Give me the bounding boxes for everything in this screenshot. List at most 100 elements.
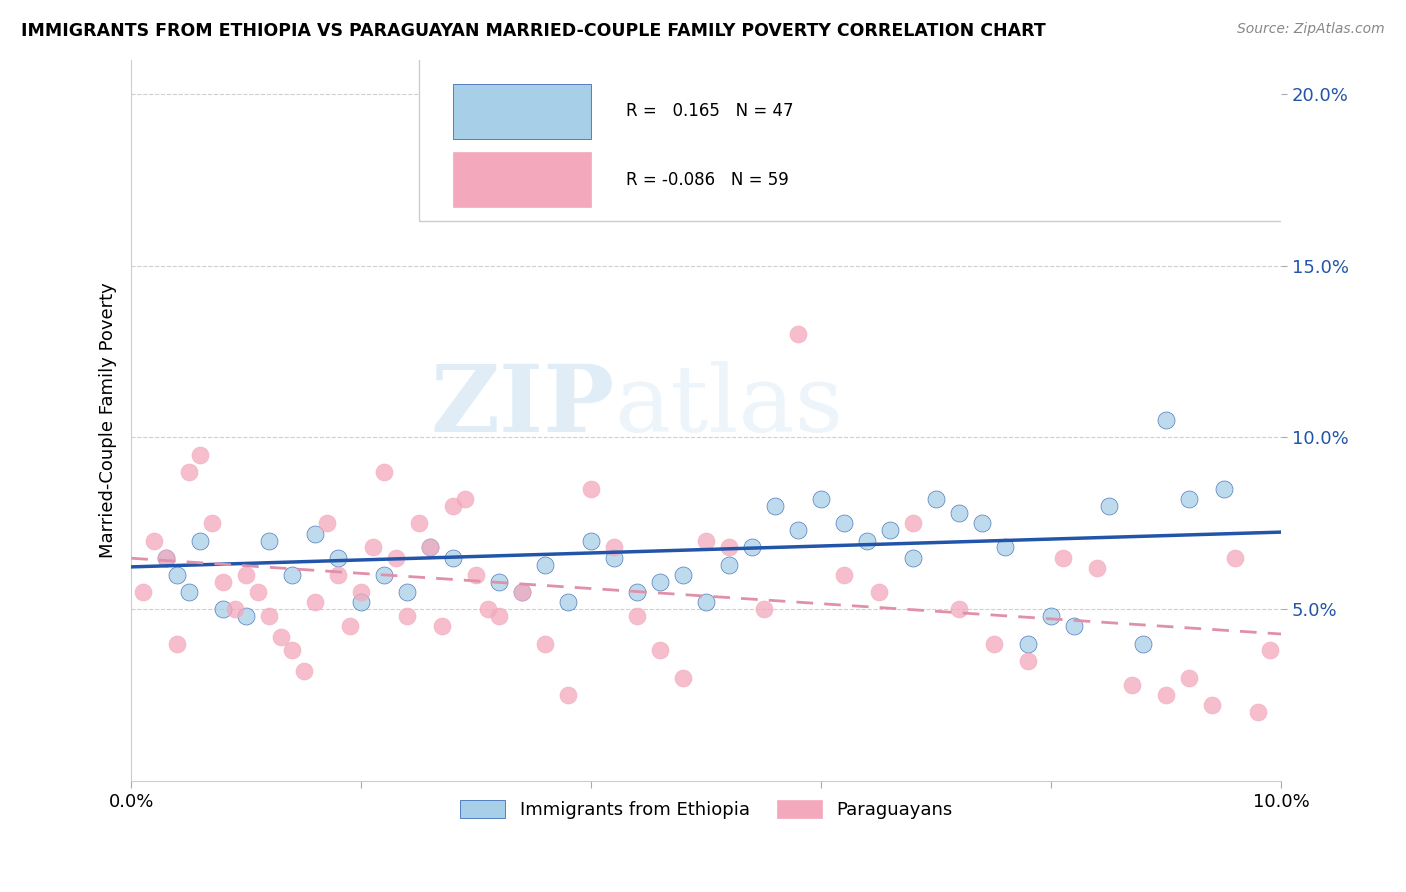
Point: [188, 533, 211, 548]
Text: R =   0.165   N = 47: R = 0.165 N = 47: [626, 102, 793, 120]
Point: [350, 595, 373, 609]
Point: [304, 526, 326, 541]
Point: [650, 574, 672, 589]
Point: [672, 671, 695, 685]
Point: [328, 567, 350, 582]
Point: [465, 190, 488, 204]
Bar: [419, 49, 1396, 221]
Point: [1178, 492, 1201, 507]
Point: [408, 516, 430, 531]
Point: [856, 533, 879, 548]
Point: [672, 567, 695, 582]
Point: [925, 492, 948, 507]
Point: [304, 595, 326, 609]
Point: [834, 567, 856, 582]
Point: [419, 541, 441, 555]
Point: [430, 619, 453, 633]
Point: [224, 602, 246, 616]
Point: [948, 602, 970, 616]
Point: [1132, 637, 1154, 651]
Point: [488, 574, 510, 589]
Point: [834, 516, 856, 531]
Text: IMMIGRANTS FROM ETHIOPIA VS PARAGUAYAN MARRIED-COUPLE FAMILY POVERTY CORRELATION: IMMIGRANTS FROM ETHIOPIA VS PARAGUAYAN M…: [21, 22, 1046, 40]
Point: [281, 567, 304, 582]
Point: [235, 567, 257, 582]
Point: [1156, 688, 1178, 702]
Point: [132, 585, 155, 599]
Point: [441, 550, 464, 565]
Point: [155, 550, 177, 565]
Point: [1017, 637, 1039, 651]
Point: [419, 541, 441, 555]
Point: [1178, 671, 1201, 685]
Point: [396, 609, 419, 624]
Point: [384, 550, 406, 565]
Point: [787, 327, 810, 342]
Point: [1052, 550, 1074, 565]
Point: [477, 602, 499, 616]
Point: [1212, 482, 1234, 496]
Point: [510, 585, 533, 599]
Point: [534, 558, 557, 572]
Point: [603, 541, 626, 555]
Point: [650, 643, 672, 657]
Bar: [453, 153, 592, 207]
Point: [177, 465, 200, 479]
Point: [626, 609, 648, 624]
Point: [454, 492, 477, 507]
Point: [212, 602, 235, 616]
Point: [270, 630, 292, 644]
Point: [373, 465, 395, 479]
Legend: Immigrants from Ethiopia, Paraguayans: Immigrants from Ethiopia, Paraguayans: [453, 792, 960, 826]
Point: [1063, 619, 1085, 633]
Point: [1121, 678, 1143, 692]
Point: [603, 550, 626, 565]
Point: [903, 550, 925, 565]
Point: [787, 523, 810, 537]
Point: [810, 492, 832, 507]
Point: [1258, 643, 1281, 657]
Point: [1201, 698, 1223, 713]
Point: [246, 585, 269, 599]
Point: [350, 585, 373, 599]
Point: [510, 585, 533, 599]
Point: [626, 585, 648, 599]
Text: Source: ZipAtlas.com: Source: ZipAtlas.com: [1237, 22, 1385, 37]
Point: [201, 516, 224, 531]
Point: [396, 585, 419, 599]
Point: [557, 688, 579, 702]
Point: [259, 609, 281, 624]
Point: [212, 574, 235, 589]
Point: [718, 558, 741, 572]
Point: [972, 516, 994, 531]
Point: [752, 602, 775, 616]
Point: [557, 595, 579, 609]
Point: [1156, 413, 1178, 427]
Text: R = -0.086   N = 59: R = -0.086 N = 59: [626, 171, 789, 189]
Point: [534, 637, 557, 651]
Point: [1040, 609, 1063, 624]
Point: [188, 448, 211, 462]
Point: [339, 619, 361, 633]
Point: [373, 567, 395, 582]
Point: [1247, 706, 1270, 720]
Point: [994, 541, 1017, 555]
Point: [235, 609, 257, 624]
Point: [1085, 561, 1108, 575]
Bar: [453, 84, 592, 138]
Point: [315, 516, 337, 531]
Point: [465, 567, 488, 582]
Point: [741, 541, 763, 555]
Point: [155, 550, 177, 565]
Point: [292, 664, 315, 678]
Point: [879, 523, 901, 537]
Point: [177, 585, 200, 599]
Point: [361, 541, 384, 555]
Point: [695, 595, 717, 609]
Point: [166, 637, 188, 651]
Point: [903, 516, 925, 531]
Point: [166, 567, 188, 582]
Point: [948, 506, 970, 520]
Y-axis label: Married-Couple Family Poverty: Married-Couple Family Poverty: [100, 283, 117, 558]
Point: [441, 499, 464, 513]
